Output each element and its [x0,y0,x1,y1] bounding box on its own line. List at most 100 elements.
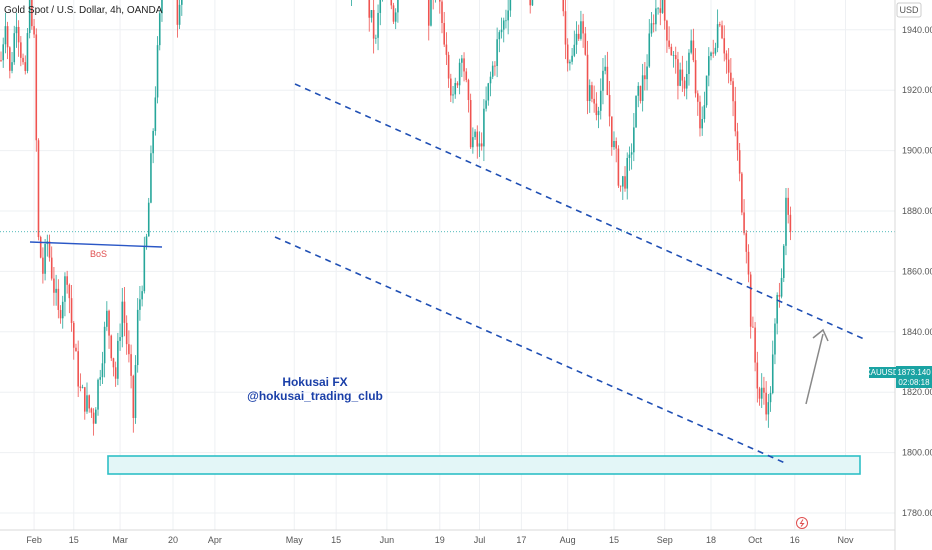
candle-body [597,110,600,116]
candle-body [368,0,371,18]
time-tick-label: 16 [790,535,800,545]
candle-body [112,358,115,368]
candle-body [121,301,124,338]
candle-body [721,25,723,39]
time-tick-label: Aug [560,535,576,545]
candle-body [502,20,505,30]
candle-body [83,387,86,412]
channel-lower-line [274,236,786,464]
candle-body [59,309,62,319]
candle-body [154,97,157,131]
candle-body [771,354,774,394]
bos-line [29,241,163,248]
candle-body [778,294,781,297]
candle-body [677,59,679,86]
candle-body [487,83,490,101]
candle-body [53,278,55,293]
candle-body [787,197,789,215]
time-tick-label: Sep [657,535,673,545]
candle-body [123,301,126,323]
candle-body [780,277,783,297]
candle-body [604,66,606,71]
candle-body [106,310,108,327]
candle-body [438,0,441,2]
candle-body [776,294,778,324]
candle-body [75,347,77,352]
candle-body [370,10,373,18]
candle-body [6,26,9,48]
candle-body [613,140,615,148]
price-tag: XAUUSD 1873.140 02:08:18 [865,366,932,388]
candle-body [77,351,79,387]
candle-body [95,409,97,424]
candle-body [692,40,695,61]
candle-body [562,0,565,12]
time-axis[interactable]: Feb 15 Mar 20 Apr May 15 Jun 19 Jul 17 Aug 15 Sep 18 Oc… [0,529,895,545]
candle-body [696,93,699,102]
candle-body [469,100,472,148]
projection-arrow-line [805,333,824,405]
time-tick-label: Jun [380,535,395,545]
candle-body [42,257,44,274]
candle-body [26,33,29,71]
candle-body [90,408,93,413]
currency-box[interactable] [896,2,922,18]
price-tick-label: 1860.00 [902,266,932,276]
time-tick-label: 19 [435,535,445,545]
candle-body [101,363,104,378]
bos-annotation: BoS [29,241,163,259]
candle-body [584,33,587,55]
time-tick-label: Oct [748,535,763,545]
lightning-icon[interactable] [796,517,808,529]
descending-channel [274,83,865,464]
candle-body [668,40,670,47]
candle-body [754,327,756,363]
price-tick-label: 1840.00 [902,327,932,337]
demand-zone-rect [107,455,861,475]
candle-body [765,392,767,415]
time-tick-label: Mar [112,535,128,545]
candle-body [648,33,651,67]
candle-body [427,0,430,26]
candle-body [681,69,684,81]
candle-body [452,94,454,96]
candle-body [730,72,732,82]
projection-arrow-head [812,328,829,342]
candle-body [472,137,474,148]
candle-body [507,10,509,21]
candle-body [741,173,743,213]
candle-body [767,402,770,415]
candle-body [50,257,53,279]
candle-body [496,39,498,67]
candle-body [70,298,73,323]
candle-body [20,42,22,58]
candle-body [458,62,461,86]
candle-body [463,58,465,72]
candle-body [480,143,483,147]
candle-body [639,85,642,101]
price-tag-symbol: XAUUSD [865,368,899,377]
price-axis[interactable]: 1780.00 1800.00 1820.00 1840.00 1860.00 1880.… [865,0,932,550]
candle-body [674,55,677,60]
channel-upper-line [294,83,865,340]
candle-body [619,185,622,187]
candle-body [659,8,662,13]
price-tick-label: 1820.00 [902,387,932,397]
watermark-line1: Hokusai FX [282,375,347,389]
candle-body [372,10,375,39]
candle-body [690,40,692,53]
time-tick-label: Apr [208,535,222,545]
candle-body [430,0,432,26]
candle-body [652,23,655,25]
candle-body [644,75,646,80]
time-tick-label: 15 [609,535,619,545]
candle-body [736,131,739,151]
candle-body [628,154,631,158]
candle-body [474,131,476,138]
candle-body [445,44,448,55]
price-tag-symbol-bg [869,367,896,378]
time-tick-label: 15 [69,535,79,545]
candle-body [379,0,382,13]
